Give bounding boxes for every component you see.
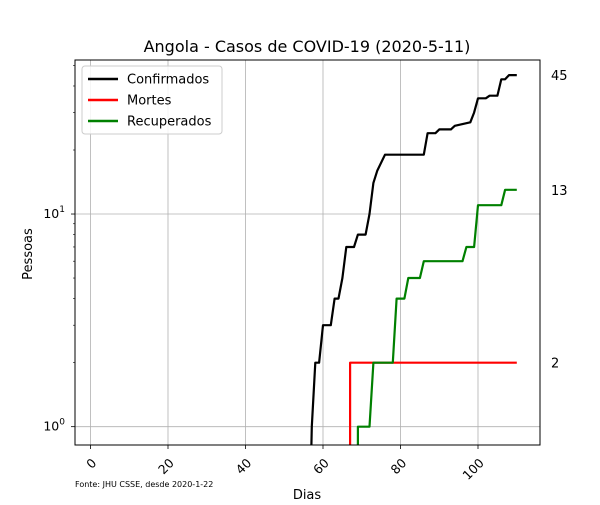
x-tick-label: 60	[310, 455, 332, 477]
source-note: Fonte: JHU CSSE, desde 2020-1-22	[75, 480, 213, 489]
plot-frame	[74, 59, 541, 446]
series-line-mortes	[349, 361, 517, 445]
x-tick-label: 20	[155, 455, 177, 477]
legend-box	[81, 65, 223, 135]
legend-label-confirmados: Confirmados	[127, 73, 209, 88]
end-labels: 45 13 2	[551, 69, 568, 372]
x-tick-label: 0	[83, 455, 99, 471]
end-label-confirmados: 45	[551, 69, 568, 84]
legend: Confirmados Mortes Recuperados	[81, 65, 223, 135]
x-tick-label: 100	[459, 455, 487, 483]
series-line-confirmados	[310, 73, 517, 445]
legend-label-mortes: Mortes	[127, 94, 172, 109]
chart-title: Angola - Casos de COVID-19 (2020-5-11)	[144, 37, 471, 56]
x-tick-label: 80	[388, 455, 410, 477]
legend-label-recuperados: Recuperados	[127, 115, 212, 130]
end-label-mortes: 2	[551, 357, 559, 372]
y-tick-label: 100	[43, 418, 65, 434]
x-axis-label: Dias	[293, 488, 322, 500]
series-line-recuperados	[356, 188, 517, 445]
y-tick-label: 101	[43, 205, 65, 221]
series-lines	[310, 73, 517, 445]
y-axis-label: Pessoas	[21, 228, 36, 280]
x-tick-label: 40	[233, 455, 255, 477]
end-label-recuperados: 13	[551, 184, 568, 199]
